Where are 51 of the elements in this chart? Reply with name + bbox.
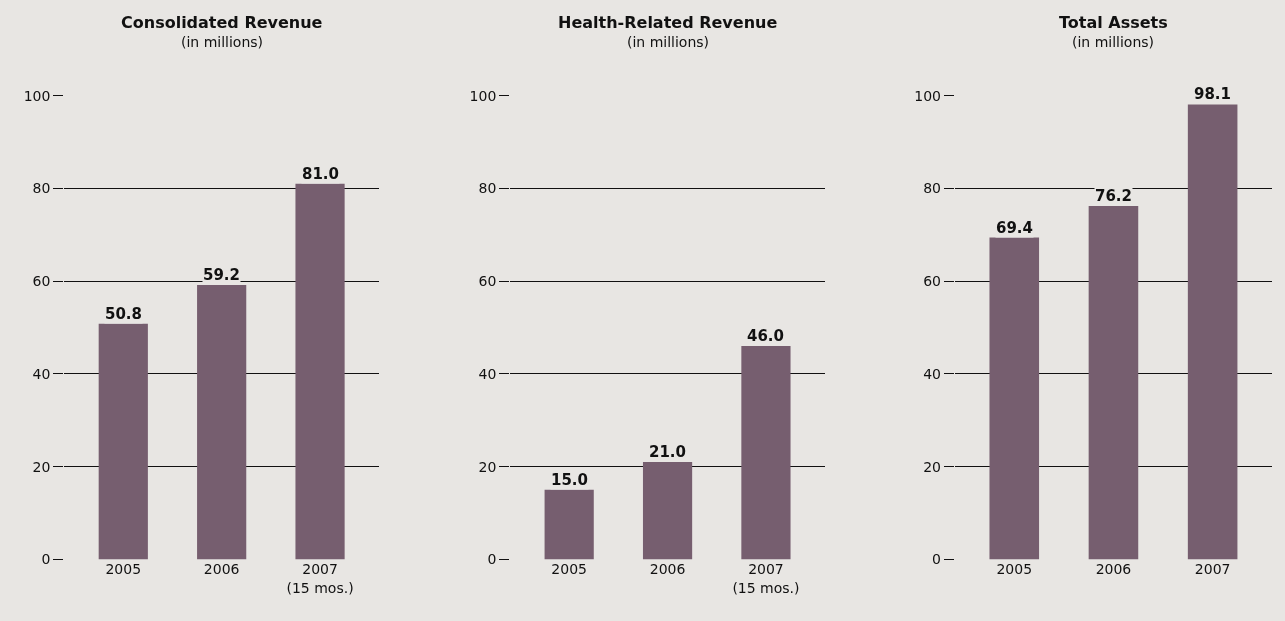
y-tick-label: 0 (932, 551, 941, 568)
y-tick-label: 60 (478, 273, 497, 290)
data-label: 21.0 (649, 443, 687, 461)
bar (741, 346, 791, 560)
bar (295, 183, 345, 560)
bar (1187, 104, 1238, 560)
data-label: 50.8 (105, 305, 143, 323)
bar (197, 284, 247, 560)
data-label: 69.4 (996, 219, 1034, 237)
y-tick-label: 40 (923, 365, 941, 382)
x-tick-label: 2005 (551, 561, 587, 578)
y-tick-label: 60 (923, 273, 941, 290)
y-tick-label: 60 (32, 273, 51, 290)
data-label: 81.0 (302, 165, 340, 183)
y-tick-label: 0 (487, 551, 497, 568)
chart-subtitle: (in millions) (627, 34, 710, 50)
y-tick-label: 100 (469, 87, 497, 104)
bar (989, 237, 1040, 560)
x-tick-label: 2007 (15 mos.) (732, 561, 800, 596)
y-tick-label: 80 (478, 180, 497, 197)
x-tick-label: 2006 (1095, 561, 1132, 578)
bar (1088, 206, 1139, 560)
y-tick-label: 0 (41, 551, 51, 568)
data-label: 59.2 (203, 266, 241, 284)
chart-title: Total Assets (1059, 13, 1168, 32)
y-tick-label: 20 (923, 458, 941, 475)
y-tick-label: 20 (32, 458, 51, 475)
data-label: 98.1 (1194, 85, 1232, 103)
y-tick-label: 80 (32, 180, 51, 197)
bar (544, 489, 594, 560)
x-tick-label: 2006 (649, 561, 686, 578)
data-label: 46.0 (747, 327, 785, 345)
bar (642, 462, 693, 560)
y-tick-label: 40 (32, 365, 51, 382)
x-tick-label: 2005 (105, 561, 142, 578)
y-tick-label: 40 (478, 365, 497, 382)
chart-subtitle: (in millions) (1072, 34, 1155, 50)
x-tick-label: 2007 (1194, 561, 1231, 578)
bar (98, 323, 148, 560)
x-tick-label: 2006 (203, 561, 240, 578)
data-label: 76.2 (1095, 187, 1133, 205)
chart-subtitle: (in millions) (181, 34, 264, 50)
y-tick-label: 20 (478, 458, 497, 475)
chart-title: Consolidated Revenue (121, 13, 323, 32)
y-tick-label: 100 (23, 87, 51, 104)
x-tick-label: 2005 (996, 561, 1033, 578)
y-tick-label: 80 (923, 180, 941, 197)
x-tick-label: 2007 (15 mos.) (286, 561, 354, 596)
data-label: 15.0 (551, 471, 589, 489)
y-tick-label: 100 (914, 87, 941, 104)
chart-title: Health-Related Revenue (558, 13, 778, 32)
